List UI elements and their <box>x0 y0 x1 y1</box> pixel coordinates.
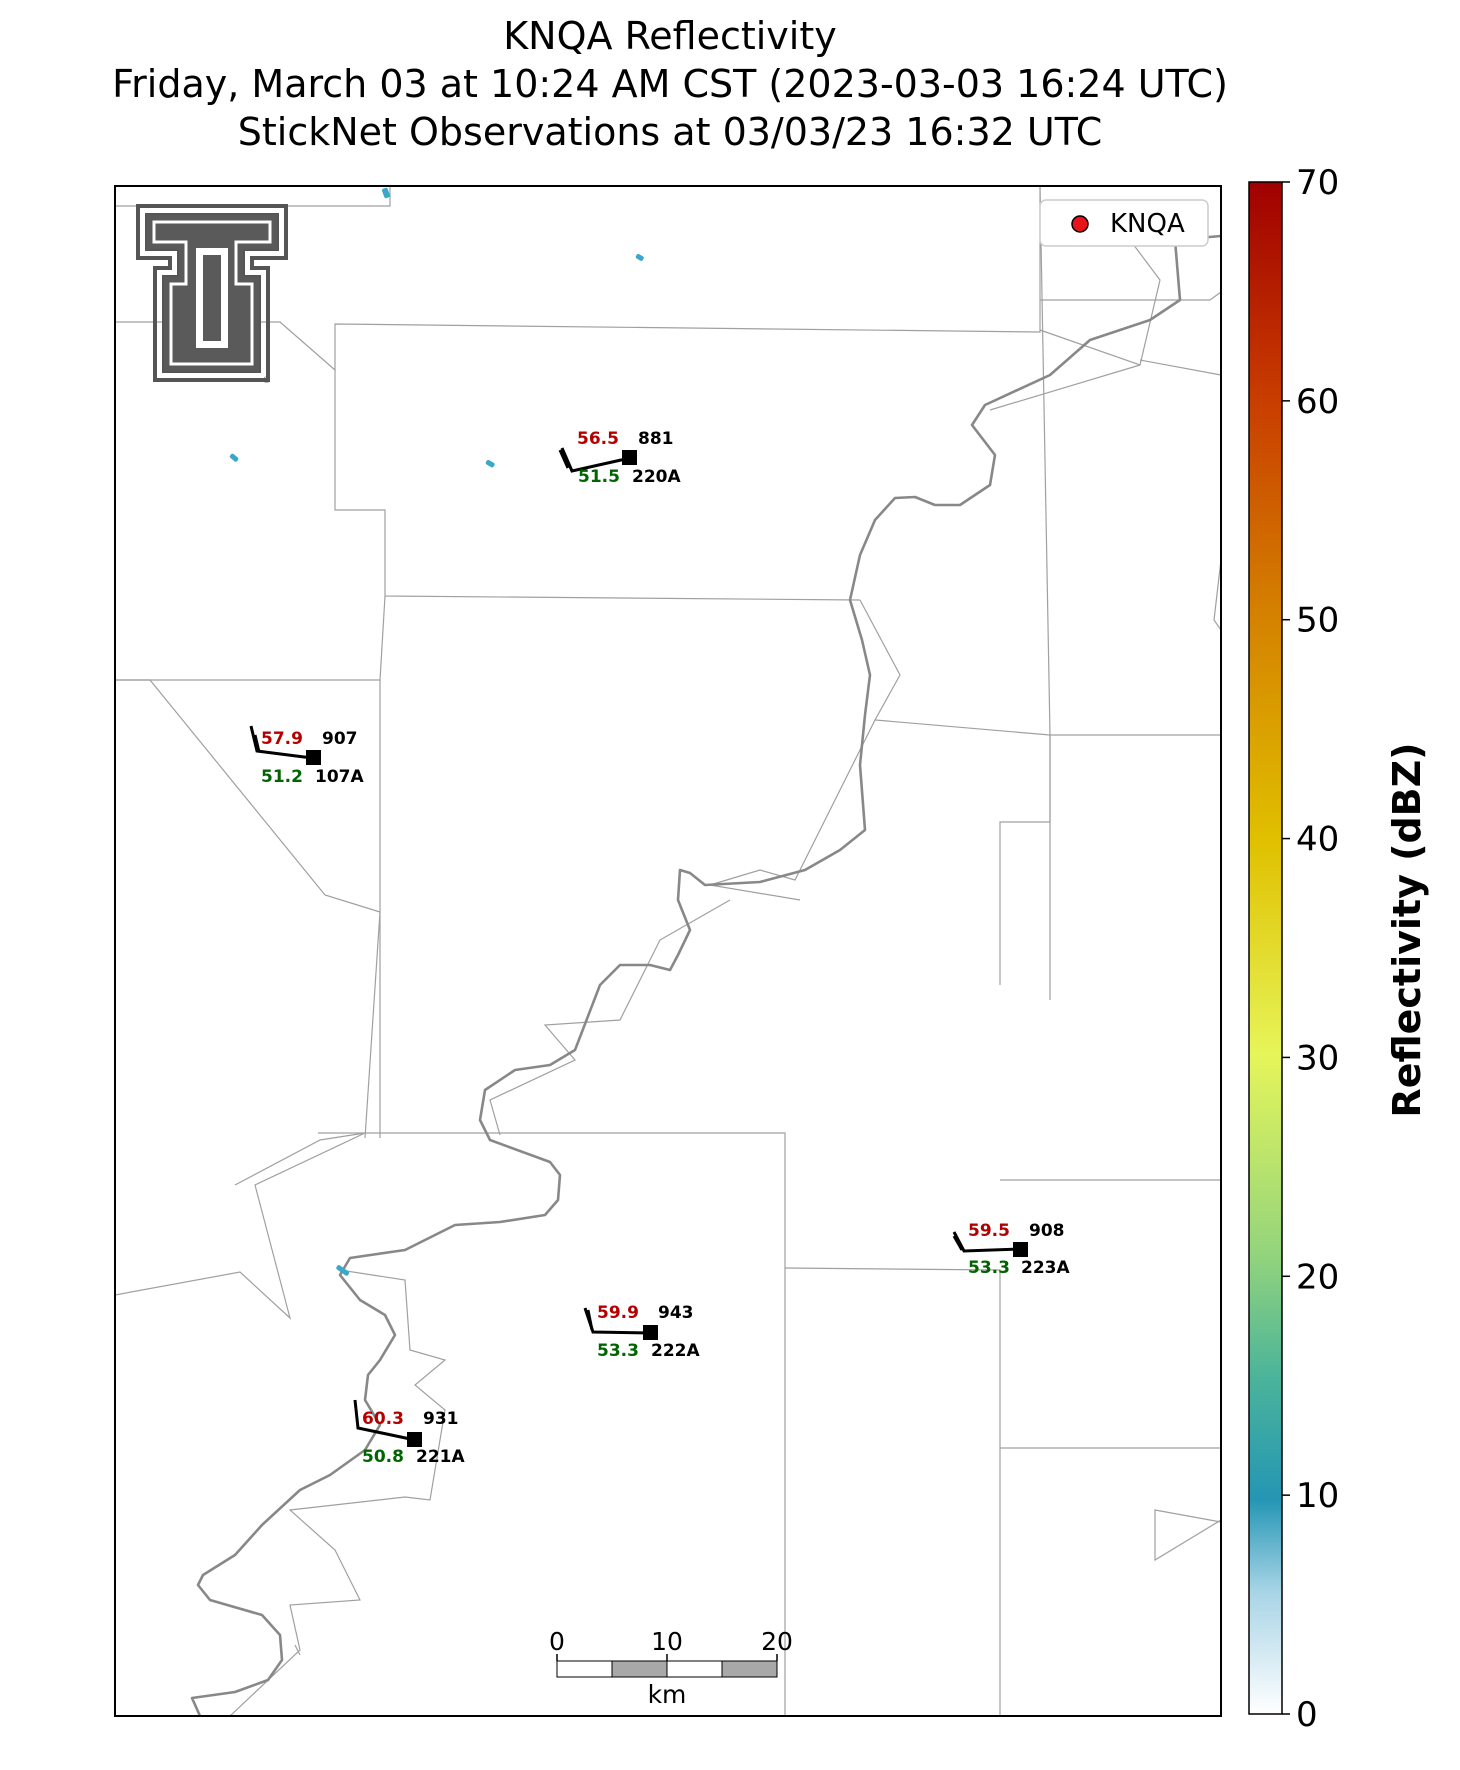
reflectivity-echoes <box>229 187 644 1276</box>
station-id: 907 <box>322 729 358 749</box>
station-dewpoint: 50.8 <box>362 1447 404 1467</box>
texas-tech-logo: ® <box>136 204 288 386</box>
station-dewpoint: 51.5 <box>578 467 620 487</box>
colorbar-tick-label: 0 <box>1296 1695 1318 1735</box>
station-dewpoint: 53.3 <box>597 1341 639 1361</box>
colorbar-tick-label: 70 <box>1296 163 1339 203</box>
station-temp: 56.5 <box>577 429 619 449</box>
station-943: 59.9 943 53.3 222A <box>583 1303 700 1361</box>
legend: KNQA <box>1039 199 1209 247</box>
map-panel <box>114 185 1222 1717</box>
scale-tick-1: 10 <box>651 1627 683 1656</box>
station-temp: 60.3 <box>362 1409 404 1429</box>
title-line-2: Friday, March 03 at 10:24 AM CST (2023-0… <box>112 62 1228 106</box>
title-line-3: StickNet Observations at 03/03/23 16:32 … <box>237 110 1103 154</box>
colorbar-tick-label: 60 <box>1296 382 1339 422</box>
legend-marker <box>1071 215 1089 233</box>
station-name: 222A <box>651 1341 700 1361</box>
colorbar-tick-label: 40 <box>1296 820 1339 860</box>
station-907: 57.9 907 51.2 107A <box>249 725 364 787</box>
station-dewpoint: 51.2 <box>261 767 303 787</box>
station-name: 107A <box>315 767 364 787</box>
colorbar-tick-label: 20 <box>1296 1257 1339 1297</box>
station-name: 220A <box>632 467 681 487</box>
svg-text:®: ® <box>262 376 271 386</box>
river <box>190 234 1221 1716</box>
station-id: 881 <box>638 429 674 449</box>
colorbar-ticks: 0 10 20 30 40 50 60 70 <box>1282 163 1339 1735</box>
station-temp: 57.9 <box>261 729 303 749</box>
colorbar-tick-label: 30 <box>1296 1038 1339 1078</box>
colorbar-gradient <box>1248 181 1283 1715</box>
colorbar: 0 10 20 30 40 50 60 70 Reflectivity (dBZ) <box>1248 163 1429 1735</box>
colorbar-tick-label: 10 <box>1296 1476 1339 1516</box>
colorbar-label: Reflectivity (dBZ) <box>1385 742 1429 1117</box>
station-id: 931 <box>423 1409 459 1429</box>
station-908: 59.5 908 53.3 223A <box>952 1221 1070 1278</box>
scale-tick-2: 20 <box>761 1627 793 1656</box>
station-id: 908 <box>1029 1221 1065 1241</box>
station-id: 943 <box>658 1303 694 1323</box>
station-name: 221A <box>416 1447 465 1467</box>
map-frame <box>114 185 1222 1717</box>
scale-unit: km <box>648 1680 687 1709</box>
scale-bar: 0 10 20 km <box>549 1627 793 1709</box>
station-dewpoint: 53.3 <box>968 1258 1010 1278</box>
legend-label: KNQA <box>1110 209 1185 239</box>
station-temp: 59.5 <box>968 1221 1010 1241</box>
station-name: 223A <box>1021 1258 1070 1278</box>
title-line-1: KNQA Reflectivity <box>503 14 837 58</box>
station-881: 56.5 881 51.5 220A <box>558 429 681 487</box>
colorbar-tick-label: 50 <box>1296 601 1339 641</box>
station-temp: 59.9 <box>597 1303 639 1323</box>
scale-tick-0: 0 <box>549 1627 565 1656</box>
station-931: 60.3 931 50.8 221A <box>353 1399 465 1467</box>
